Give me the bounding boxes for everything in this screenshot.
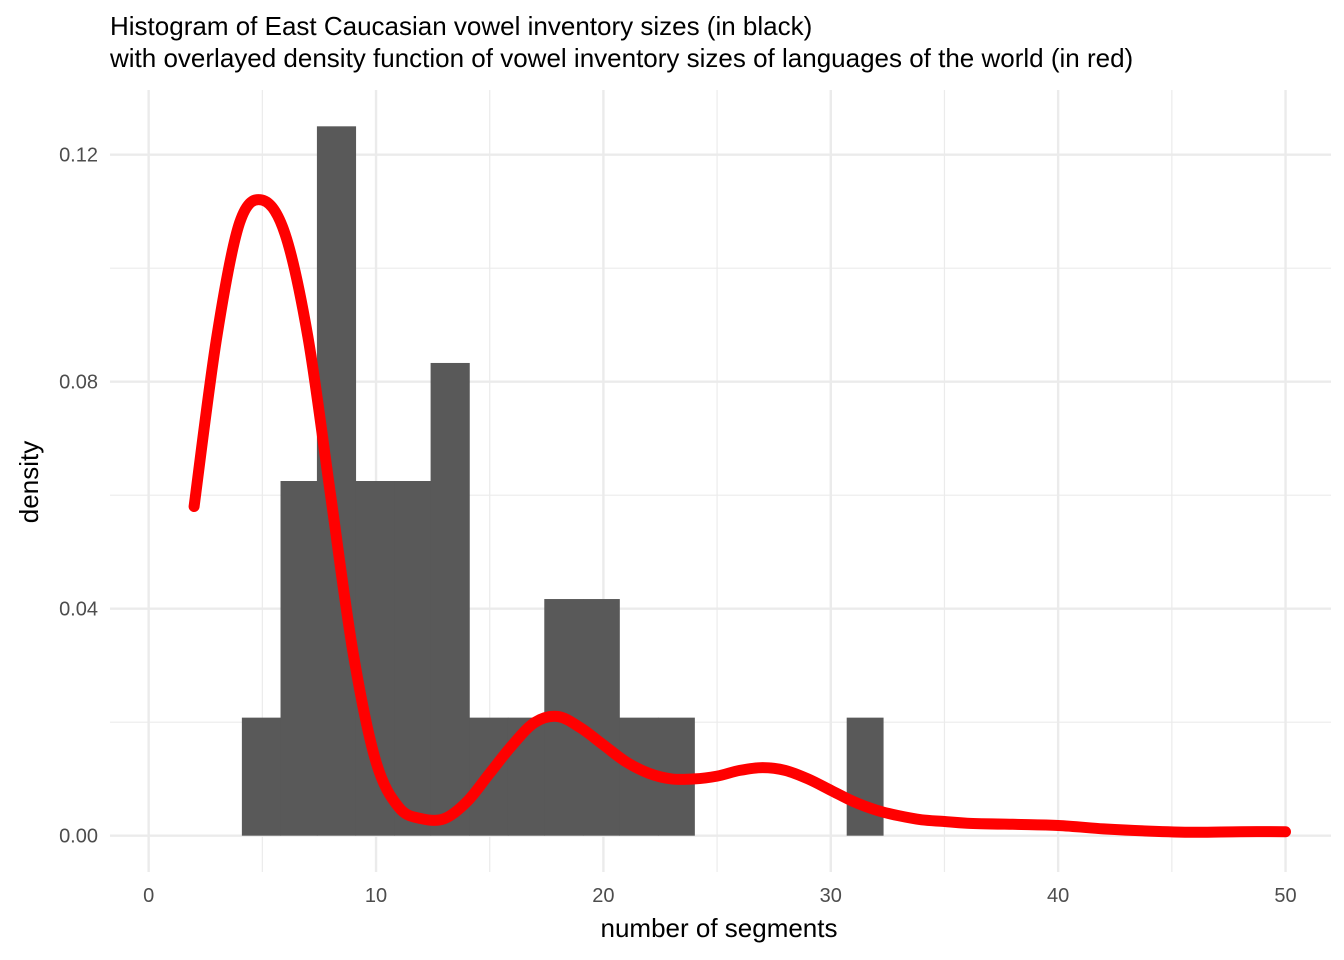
- histogram-bar: [846, 717, 884, 836]
- y-tick-label: 0.12: [59, 145, 98, 167]
- x-tick-label: 0: [143, 885, 154, 907]
- x-tick-label: 30: [820, 885, 842, 907]
- x-tick-label: 20: [592, 885, 614, 907]
- histogram-bar: [394, 481, 432, 836]
- histogram-bars: [241, 126, 884, 836]
- y-tick-label: 0.08: [59, 372, 98, 394]
- y-axis-title: density: [14, 441, 44, 523]
- histogram-bar: [241, 717, 282, 836]
- histogram-bar: [582, 599, 620, 836]
- x-tick-label: 10: [365, 885, 387, 907]
- density-curve-line: [188, 194, 1291, 838]
- x-tick-label: 40: [1047, 885, 1069, 907]
- x-tick-label: 50: [1274, 885, 1296, 907]
- x-axis-tick-labels: 0 10 20 30 40 50: [143, 885, 1297, 907]
- histogram-bar: [280, 481, 318, 836]
- y-tick-label: 0.00: [59, 826, 98, 848]
- histogram-bar: [430, 362, 470, 836]
- y-axis-tick-labels: 0.00 0.04 0.08 0.12: [59, 145, 98, 848]
- chart-title-line-2: with overlayed density function of vowel…: [109, 43, 1133, 73]
- histogram-bar: [316, 126, 357, 836]
- x-axis-title: number of segments: [600, 913, 837, 943]
- chart-title-line-1: Histogram of East Caucasian vowel invent…: [110, 11, 812, 41]
- density-curve: [188, 194, 1291, 838]
- y-tick-label: 0.04: [59, 599, 98, 621]
